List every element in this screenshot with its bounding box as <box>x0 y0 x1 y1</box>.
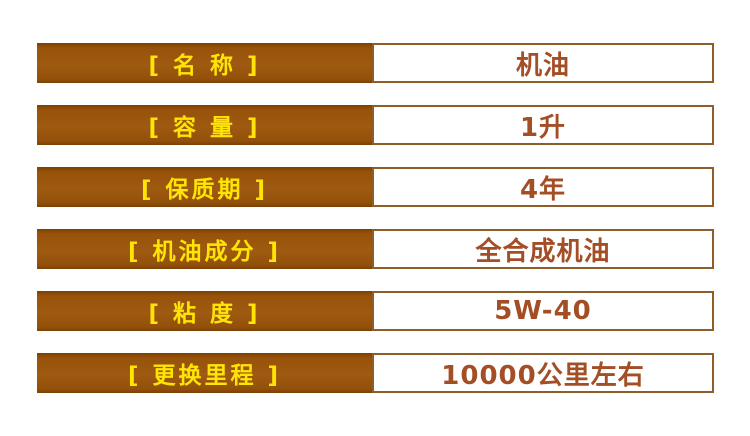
spec-label-cell: [ 粘 度 ] <box>37 291 372 331</box>
spec-row: [ 更换里程 ] 10000公里左右 <box>37 353 714 393</box>
spec-value-cell: 1升 <box>372 105 714 145</box>
spec-row: [ 机油成分 ] 全合成机油 <box>37 229 714 269</box>
spec-label-text: [ 更换里程 ] <box>127 363 282 389</box>
spec-value-cell: 10000公里左右 <box>372 353 714 393</box>
spec-label-cell: [ 保质期 ] <box>37 167 372 207</box>
spec-row: [ 保质期 ] 4年 <box>37 167 714 207</box>
spec-row: [ 容 量 ] 1升 <box>37 105 714 145</box>
spec-label-text: [ 保质期 ] <box>140 177 269 203</box>
spec-value-text: 10000公里左右 <box>441 360 645 391</box>
spec-label-text: [ 容 量 ] <box>148 115 261 141</box>
spec-label-cell: [ 机油成分 ] <box>37 229 372 269</box>
spec-row: [ 名 称 ] 机油 <box>37 43 714 83</box>
spec-value-text: 1升 <box>519 112 567 143</box>
spec-label-cell: [ 名 称 ] <box>37 43 372 83</box>
spec-label-text: [ 粘 度 ] <box>148 301 261 327</box>
spec-value-cell: 机油 <box>372 43 714 83</box>
spec-value-text: 全合成机油 <box>475 236 611 267</box>
spec-value-cell: 4年 <box>372 167 714 207</box>
spec-label-cell: [ 容 量 ] <box>37 105 372 145</box>
spec-table: [ 名 称 ] 机油 [ 容 量 ] 1升 [ 保质期 ] 4年 [ 机油成分 … <box>37 43 714 415</box>
spec-label-text: [ 机油成分 ] <box>127 239 282 265</box>
spec-row: [ 粘 度 ] 5W-40 <box>37 291 714 331</box>
spec-value-cell: 全合成机油 <box>372 229 714 269</box>
spec-value-cell: 5W-40 <box>372 291 714 331</box>
spec-value-text: 4年 <box>519 174 567 205</box>
spec-label-text: [ 名 称 ] <box>148 53 261 79</box>
spec-value-text: 机油 <box>515 50 570 81</box>
spec-value-text: 5W-40 <box>494 296 592 326</box>
spec-label-cell: [ 更换里程 ] <box>37 353 372 393</box>
